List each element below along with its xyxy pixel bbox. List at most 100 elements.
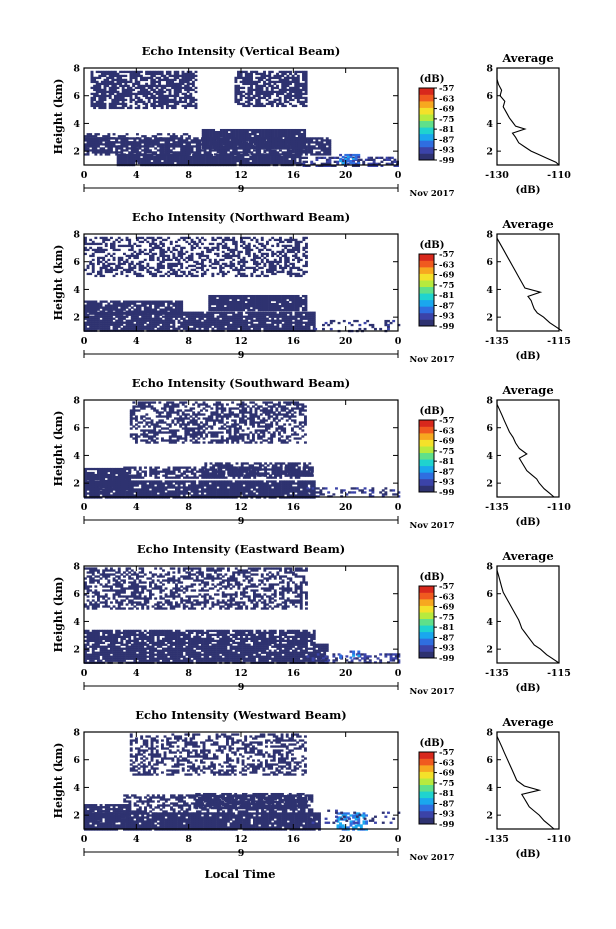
heatmap-cell xyxy=(320,145,324,148)
heatmap-cell xyxy=(90,86,94,90)
heatmap-cell xyxy=(307,143,311,146)
heatmap-cell xyxy=(147,76,151,80)
heatmap-cell xyxy=(261,140,265,144)
heatmap-cell xyxy=(245,246,249,250)
heatmap-cell xyxy=(257,304,261,308)
heatmap-cell xyxy=(110,254,113,258)
heatmap-cell xyxy=(211,313,215,316)
heatmap-cell xyxy=(89,327,93,330)
heatmap-cell xyxy=(229,266,233,270)
heatmap-cell xyxy=(367,162,371,165)
heatmap-cell xyxy=(178,74,182,78)
heatmap-cell xyxy=(244,161,248,165)
heatmap-cell xyxy=(156,268,160,272)
heatmap-cell xyxy=(138,262,142,266)
heatmap-cell xyxy=(237,325,241,328)
heatmap-cell xyxy=(209,142,213,146)
heatmap-cell xyxy=(212,144,216,148)
heatmap-cell xyxy=(108,88,112,92)
heatmap-cell xyxy=(162,258,165,262)
heatmap-cell xyxy=(265,302,269,306)
heatmap-cell xyxy=(112,323,116,326)
heatmap-cell xyxy=(129,155,133,159)
heatmap-cell xyxy=(177,319,181,322)
heatmap-cell xyxy=(203,321,207,324)
heatmap-cell xyxy=(152,96,156,100)
heatmap-cell xyxy=(130,145,134,148)
heatmap-cell xyxy=(119,161,123,165)
heatmap-cell xyxy=(149,272,152,276)
heatmap-cell xyxy=(224,256,228,260)
heatmap-cell xyxy=(103,98,107,102)
heatmap-cell xyxy=(206,319,210,322)
heatmap-cell xyxy=(229,260,233,264)
heatmap-cell xyxy=(201,130,205,134)
heatmap-cell xyxy=(236,155,240,159)
heatmap-cell xyxy=(100,70,104,74)
heatmap-cell xyxy=(182,323,186,326)
heatmap-cell xyxy=(284,244,288,248)
heatmap-cell xyxy=(149,139,152,142)
heatmap-cell xyxy=(208,325,212,328)
heatmap-cell xyxy=(237,98,240,102)
heatmap-cell xyxy=(164,137,168,140)
heatmap-cell xyxy=(136,236,139,240)
heatmap-cell xyxy=(328,164,332,167)
heatmap-cell xyxy=(303,132,307,136)
heatmap-cell xyxy=(315,156,319,159)
heatmap-cell xyxy=(227,238,230,242)
heatmap-cell xyxy=(194,98,198,102)
heatmap-cell xyxy=(247,72,251,76)
heatmap-cell xyxy=(234,100,238,104)
heatmap-cell xyxy=(143,145,147,148)
heatmap-cell xyxy=(152,84,156,88)
colorbar-unit-label: (dB) xyxy=(420,240,445,251)
heatmap-cell xyxy=(111,100,115,104)
heatmap-cell xyxy=(162,304,165,307)
heatmap-cell xyxy=(143,238,147,242)
heatmap-cell xyxy=(268,151,272,154)
heatmap-cell xyxy=(299,153,303,156)
heatmap-cell xyxy=(142,86,146,90)
heatmap-cell xyxy=(154,313,158,316)
heatmap-cell xyxy=(229,306,232,310)
profile-title: Average xyxy=(501,51,553,65)
heatmap-cell xyxy=(104,270,108,274)
x-tick-label: 16 xyxy=(287,170,301,181)
heatmap-cell xyxy=(91,268,95,272)
heatmap-cell xyxy=(154,244,158,248)
heatmap-cell xyxy=(151,258,155,262)
heatmap-cell xyxy=(216,308,219,312)
heatmap-cell xyxy=(297,256,301,260)
heatmap-cell xyxy=(130,268,134,272)
heatmap-cell xyxy=(297,128,301,132)
heatmap-cell xyxy=(255,274,259,278)
heatmap-cell xyxy=(94,300,98,303)
heatmap-cell xyxy=(325,158,329,161)
heatmap-cell xyxy=(142,94,146,98)
heatmap-cell xyxy=(91,258,95,262)
heatmap-cell xyxy=(156,321,160,324)
heatmap-cell xyxy=(209,144,213,148)
heatmap-cell xyxy=(239,98,243,102)
heatmap-cell xyxy=(234,78,238,82)
heatmap-cell xyxy=(84,242,87,246)
heatmap-cell xyxy=(143,141,147,144)
heatmap-cell xyxy=(158,102,162,106)
heatmap-cell xyxy=(219,319,223,322)
heatmap-cell xyxy=(315,147,319,150)
heatmap-cell xyxy=(251,128,255,132)
heatmap-cell xyxy=(256,136,260,140)
heatmap-cell xyxy=(271,268,275,272)
heatmap-cell xyxy=(175,312,178,315)
heatmap-cell xyxy=(276,319,280,322)
heatmap-cell xyxy=(278,80,282,84)
heatmap-cell xyxy=(86,323,90,326)
heatmap-cell xyxy=(304,86,308,90)
heatmap-cell xyxy=(147,96,151,100)
heatmap-cell xyxy=(99,315,103,318)
heatmap-cell xyxy=(184,155,188,159)
colorbar-segment xyxy=(419,120,434,128)
heatmap-cell xyxy=(221,304,225,308)
heatmap-cell xyxy=(262,298,266,302)
